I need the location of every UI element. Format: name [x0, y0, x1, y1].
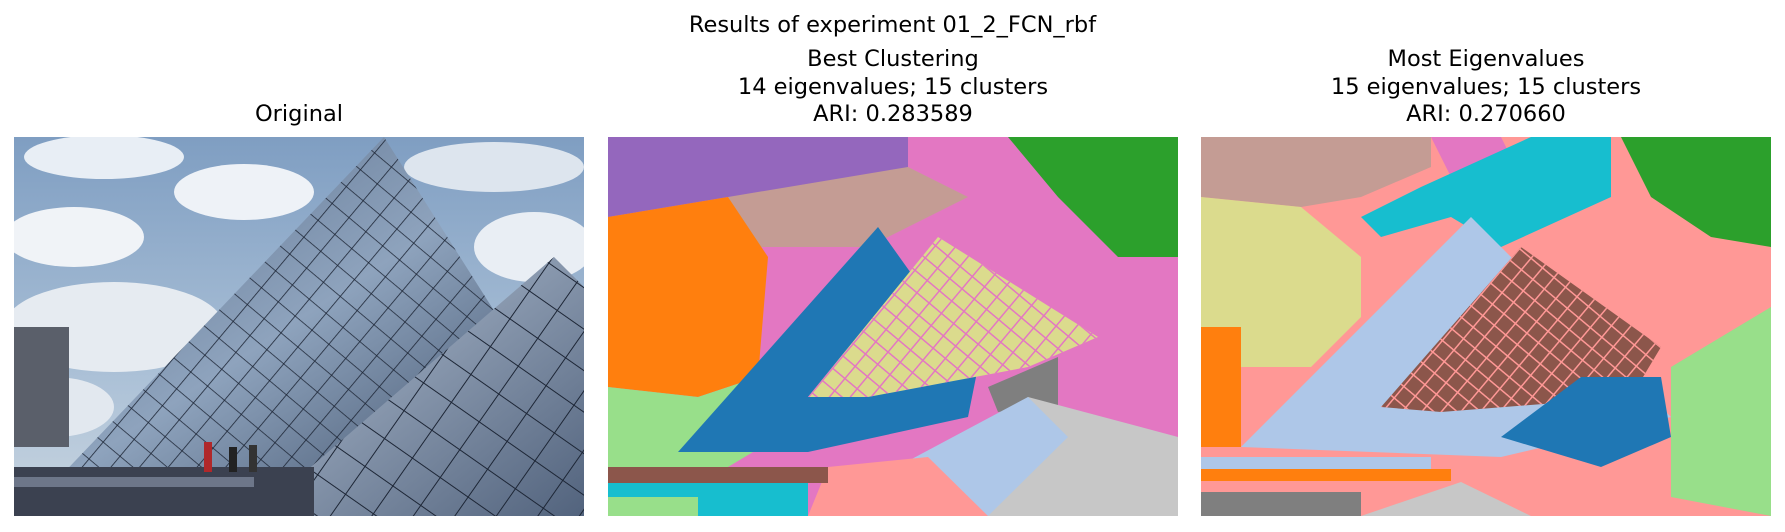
panel-title-line: ARI: 0.270660	[1406, 101, 1566, 127]
panel-title-line: Best Clustering	[807, 46, 979, 72]
panel-title-line: ARI: 0.283589	[813, 101, 973, 127]
original-image	[14, 137, 584, 516]
panel-title-line: Original	[254, 101, 344, 127]
cluster-map-best-svg	[608, 137, 1178, 516]
cluster-map-most-svg	[1201, 137, 1771, 516]
figure-title: Results of experiment 01_2_FCN_rbf	[688, 12, 1097, 38]
cluster-map-best	[608, 137, 1178, 516]
original-photo-svg	[14, 137, 584, 516]
panel-title-line: 15 eigenvalues; 15 clusters	[1330, 74, 1642, 100]
panel-title-line: 14 eigenvalues; 15 clusters	[737, 74, 1049, 100]
cluster-map-most	[1201, 137, 1771, 516]
panel-title-line: Most Eigenvalues	[1387, 46, 1585, 72]
